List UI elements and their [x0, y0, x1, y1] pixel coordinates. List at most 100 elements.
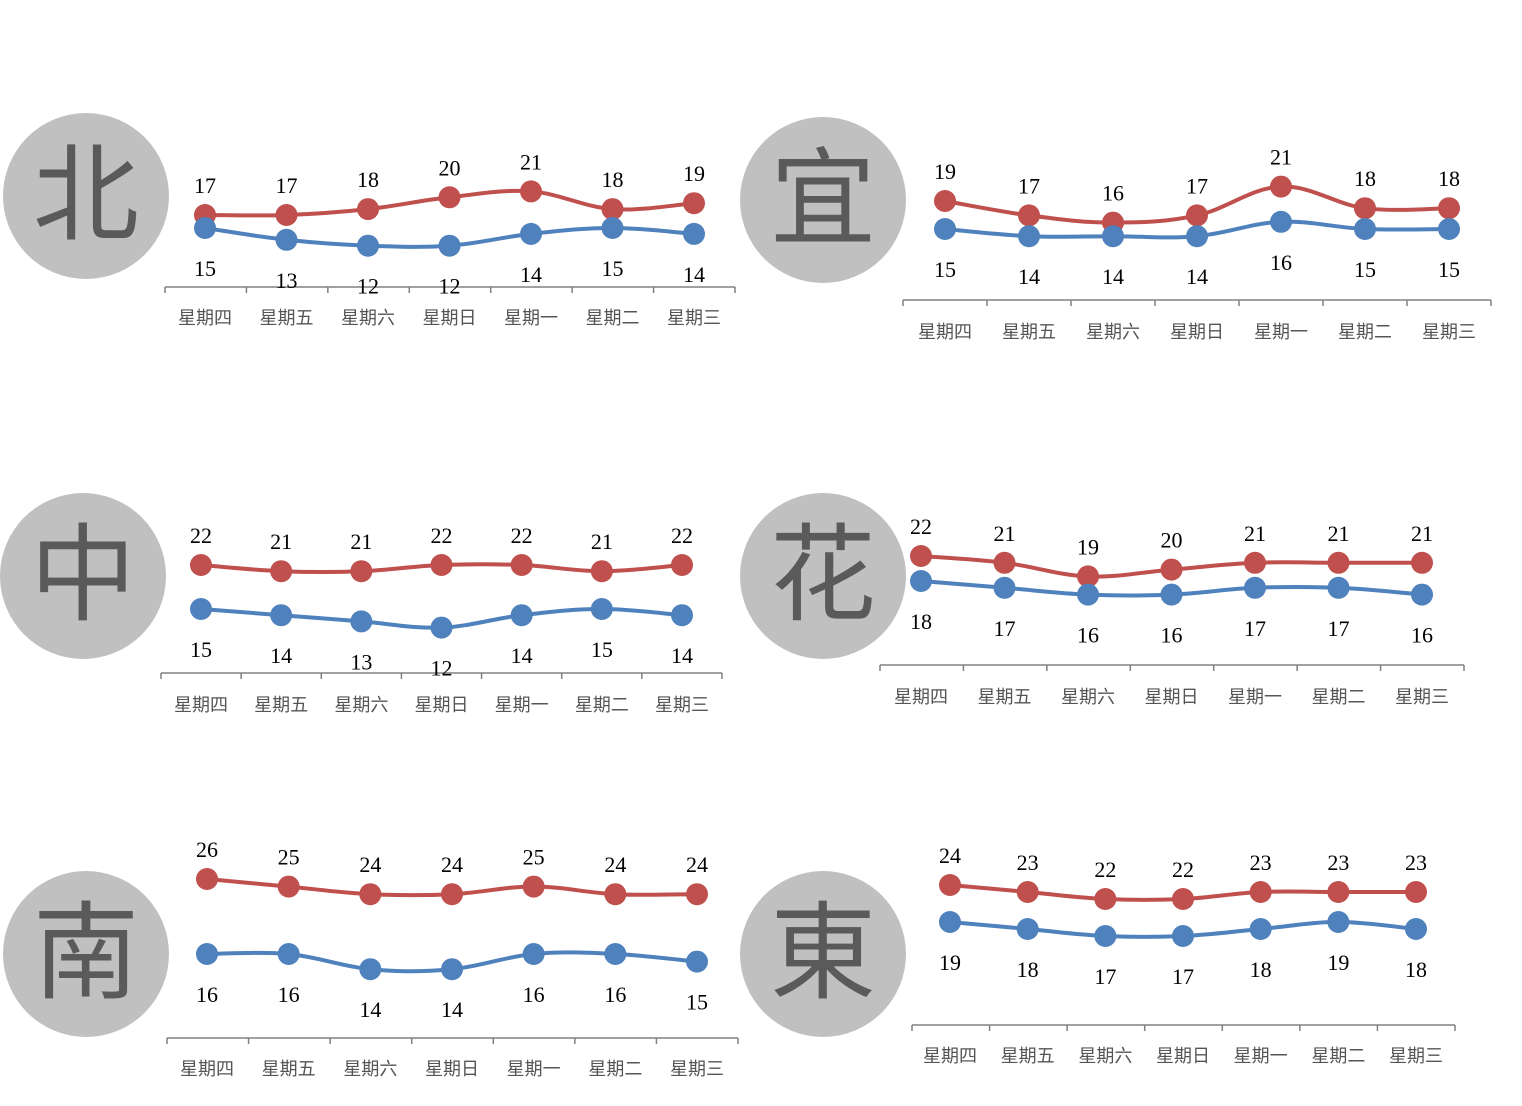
x-tick-label: 星期六 [1078, 1046, 1132, 1067]
data-label-high: 21 [1328, 521, 1350, 546]
data-point-high [671, 554, 693, 576]
data-point-high [522, 875, 545, 898]
data-label-low: 14 [511, 643, 533, 668]
x-tick-label: 星期四 [918, 322, 972, 343]
x-tick-label: 星期三 [667, 308, 721, 329]
data-point-high [1354, 197, 1376, 220]
x-tick-label: 星期日 [415, 695, 469, 716]
data-label-high: 22 [910, 514, 932, 539]
x-tick-label: 星期一 [1228, 687, 1282, 708]
data-label-high: 22 [671, 523, 693, 548]
data-point-low [275, 228, 298, 251]
data-point-high [1077, 565, 1099, 588]
data-point-low [1327, 576, 1350, 599]
x-tick-label: 星期日 [423, 308, 477, 329]
data-point-low [430, 616, 453, 639]
data-point-high [1411, 551, 1433, 574]
data-point-high [590, 560, 613, 583]
data-label-low: 16 [1270, 250, 1292, 275]
data-label-high: 17 [194, 173, 216, 198]
data-point-high [910, 545, 932, 567]
x-tick-label: 星期三 [1389, 1046, 1443, 1067]
data-point-low [357, 234, 379, 257]
data-point-high [350, 560, 373, 583]
data-label-low: 18 [1017, 957, 1039, 982]
x-tick-label: 星期二 [575, 695, 629, 716]
data-point-high [604, 883, 627, 906]
data-label-low: 15 [1354, 257, 1376, 282]
data-point-high [1244, 551, 1266, 574]
data-label-low: 16 [604, 982, 626, 1007]
data-label-high: 25 [278, 845, 300, 870]
x-tick-label: 星期日 [425, 1059, 479, 1080]
data-label-high: 22 [1094, 857, 1116, 882]
data-label-low: 19 [939, 950, 961, 975]
data-label-high: 23 [1017, 850, 1039, 875]
region-badge-central: 中 [0, 493, 166, 659]
data-label-low: 18 [910, 609, 932, 634]
data-label-high: 17 [276, 173, 298, 198]
data-point-high [275, 204, 298, 226]
data-point-low [671, 604, 693, 627]
x-tick-label: 星期四 [178, 308, 232, 329]
data-label-low: 14 [683, 262, 705, 287]
data-label-low: 15 [602, 256, 624, 281]
data-point-low [1405, 918, 1427, 940]
region-badge-east: 東 [740, 871, 906, 1037]
data-label-high: 20 [439, 155, 461, 180]
data-point-low [1411, 583, 1433, 606]
data-point-low [1186, 225, 1208, 248]
data-label-high: 19 [934, 159, 956, 184]
data-label-low: 17 [1328, 616, 1350, 641]
data-point-high [1016, 881, 1039, 903]
data-point-low [993, 576, 1016, 599]
data-point-low [1094, 925, 1117, 947]
data-point-low [939, 911, 961, 933]
data-point-high [357, 198, 379, 221]
x-tick-label: 星期一 [1234, 1046, 1288, 1067]
data-label-low: 17 [1094, 964, 1116, 989]
data-label-low: 16 [1411, 623, 1433, 648]
x-tick-label: 星期五 [262, 1059, 316, 1080]
x-tick-label: 星期五 [254, 695, 308, 716]
data-label-high: 24 [441, 852, 463, 877]
data-point-low [1077, 583, 1099, 606]
x-tick-label: 星期一 [504, 308, 558, 329]
data-label-low: 13 [350, 649, 372, 674]
data-point-high [441, 883, 463, 906]
data-label-high: 18 [602, 167, 624, 192]
data-point-high [438, 186, 461, 209]
data-label-high: 21 [591, 529, 613, 554]
data-label-low: 17 [1244, 616, 1266, 641]
data-point-high [510, 554, 533, 576]
x-tick-label: 星期五 [1002, 322, 1056, 343]
data-label-high: 17 [1018, 173, 1040, 198]
data-label-low: 18 [1405, 957, 1427, 982]
data-point-low [1160, 583, 1183, 606]
data-point-low [1327, 911, 1350, 933]
data-point-high [934, 190, 956, 212]
x-tick-label: 星期六 [334, 695, 388, 716]
data-label-high: 22 [190, 523, 212, 548]
data-point-low [1438, 218, 1460, 240]
data-label-low: 14 [520, 262, 542, 287]
data-point-high [601, 198, 624, 221]
data-label-low: 16 [278, 982, 300, 1007]
data-label-low: 15 [934, 257, 956, 282]
data-label-high: 21 [520, 149, 542, 174]
data-label-high: 25 [523, 845, 545, 870]
data-label-high: 21 [1270, 145, 1292, 170]
data-point-high [430, 554, 453, 576]
data-label-high: 22 [1172, 857, 1194, 882]
x-tick-label: 星期六 [1061, 687, 1115, 708]
data-point-low [441, 958, 463, 981]
data-label-high: 21 [994, 521, 1016, 546]
data-label-low: 14 [671, 643, 693, 668]
data-point-low [1018, 225, 1040, 248]
data-point-high [1249, 881, 1272, 903]
data-point-high [520, 180, 542, 203]
data-label-low: 14 [1102, 264, 1124, 289]
data-label-low: 15 [1438, 257, 1460, 282]
